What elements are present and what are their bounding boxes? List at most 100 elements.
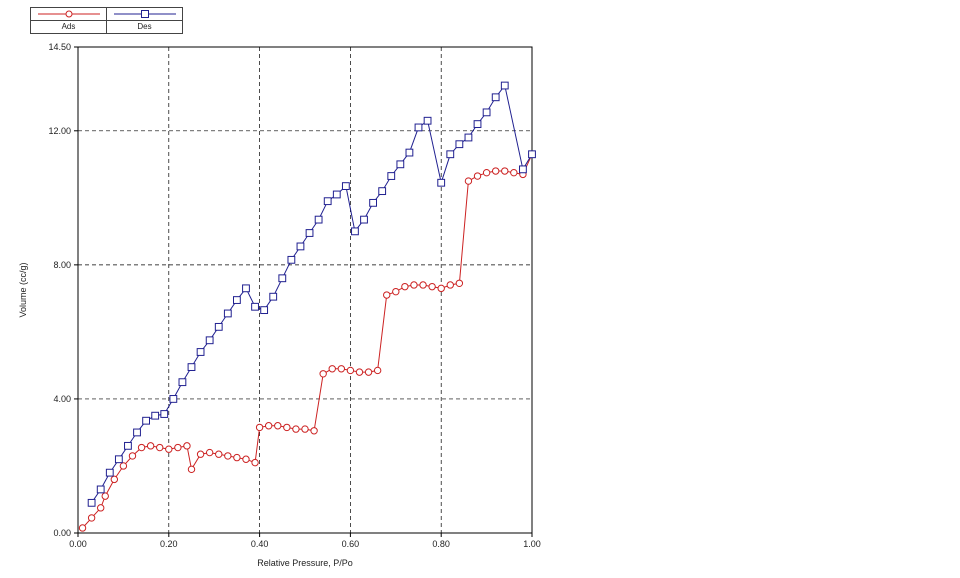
ads-point-marker <box>473 172 482 180</box>
ads-point-marker <box>310 427 318 435</box>
ads-point-marker <box>346 366 355 375</box>
ads-point-marker <box>156 443 164 452</box>
des-point-marker <box>114 455 123 464</box>
ads-point-marker <box>355 368 364 376</box>
des-point-marker <box>396 160 405 169</box>
ads-point-marker <box>174 443 182 452</box>
ads-point-marker <box>383 291 391 299</box>
des-point-marker <box>142 416 150 425</box>
ads-point-marker <box>110 475 119 484</box>
des-point-marker <box>351 227 359 236</box>
x-tick-label: 0.80 <box>432 539 450 549</box>
des-point-marker <box>187 363 196 371</box>
des-point-marker <box>369 198 378 207</box>
ads-point-marker <box>446 281 454 289</box>
ads-point-marker <box>428 282 436 291</box>
des-point-marker <box>519 165 527 174</box>
chart-legend: Ads Des <box>30 7 183 34</box>
des-point-marker <box>260 306 269 315</box>
des-point-marker <box>160 410 169 418</box>
des-point-marker <box>341 182 350 190</box>
ads-point-marker <box>97 504 105 512</box>
ads-point-marker <box>215 450 223 458</box>
des-point-marker <box>414 123 423 132</box>
y-axis-title: Volume (cc/g) <box>18 262 28 317</box>
ads-point-marker <box>419 281 427 289</box>
des-point-marker <box>323 197 332 206</box>
des-point-marker <box>360 215 368 224</box>
ads-point-marker <box>501 167 509 175</box>
ads-point-marker <box>251 458 259 467</box>
ads-point-marker <box>328 365 336 373</box>
ads-point-marker <box>78 524 87 532</box>
ads-point-marker <box>119 462 128 470</box>
ads-point-marker <box>510 168 518 177</box>
des-point-marker <box>332 190 341 199</box>
des-point-marker <box>124 441 132 450</box>
y-tick-label: 0.00 <box>53 528 71 538</box>
x-tick-label: 0.40 <box>251 539 269 549</box>
x-tick-label: 0.60 <box>342 539 360 549</box>
ads-point-marker <box>292 425 300 433</box>
ads-point-marker <box>87 514 96 522</box>
des-point-marker <box>387 172 396 180</box>
des-point-marker <box>151 411 160 420</box>
ads-point-marker <box>274 422 282 430</box>
ads-point-marker <box>437 284 445 293</box>
ads-point-marker <box>165 445 173 453</box>
ads-point-marker <box>337 365 346 373</box>
ads-point-marker <box>183 442 191 450</box>
ads-point-marker <box>401 282 409 291</box>
ads-point-marker <box>137 443 146 452</box>
x-tick-label: 0.00 <box>69 539 87 549</box>
ads-point-marker <box>319 370 327 378</box>
ads-point-marker <box>410 281 418 289</box>
ads-point-marker <box>242 455 250 463</box>
ads-point-marker <box>196 450 205 458</box>
des-point-marker <box>528 150 536 159</box>
ads-point-marker <box>187 465 196 474</box>
des-point-marker <box>296 242 305 251</box>
ads-point-marker <box>264 422 273 430</box>
des-point-marker <box>378 187 387 196</box>
des-point-marker <box>500 81 509 90</box>
des-point-marker <box>205 336 214 345</box>
ads-point-marker <box>464 177 473 185</box>
ads-point-marker <box>283 423 291 432</box>
ads-point-marker <box>364 368 373 376</box>
ads-point-marker <box>392 287 400 296</box>
des-point-marker <box>437 178 446 187</box>
des-line-square-marker-icon <box>107 8 182 21</box>
ads-point-marker <box>101 492 109 500</box>
ads-point-marker <box>373 366 382 375</box>
des-point-marker <box>482 108 491 117</box>
legend-label-des: Des <box>137 22 152 31</box>
ads-line-circle-marker-icon <box>31 8 106 21</box>
des-point-marker <box>405 148 414 157</box>
x-axis-title: Relative Pressure, P/Po <box>257 558 353 568</box>
des-point-marker <box>455 140 464 149</box>
series-line-des <box>91 84 533 504</box>
des-point-marker <box>105 468 114 477</box>
des-point-marker <box>269 292 278 301</box>
des-point-marker <box>464 133 473 142</box>
legend-item-ads: Ads <box>30 7 107 34</box>
y-tick-label: 14.50 <box>48 42 71 52</box>
des-point-marker <box>473 120 482 128</box>
des-point-marker <box>251 302 259 311</box>
legend-item-des: Des <box>106 7 183 34</box>
ads-point-marker <box>255 423 264 432</box>
ads-point-marker <box>491 167 500 175</box>
des-point-marker <box>196 348 205 356</box>
y-tick-label: 4.00 <box>53 394 71 404</box>
des-point-marker <box>169 395 178 403</box>
plot-border <box>77 46 533 534</box>
ads-point-marker <box>233 453 241 462</box>
des-point-marker <box>223 309 232 318</box>
des-point-marker <box>214 322 223 331</box>
des-point-marker <box>491 93 500 102</box>
series-line-ads <box>82 154 533 529</box>
des-point-marker <box>287 255 296 264</box>
des-point-marker <box>87 498 96 507</box>
